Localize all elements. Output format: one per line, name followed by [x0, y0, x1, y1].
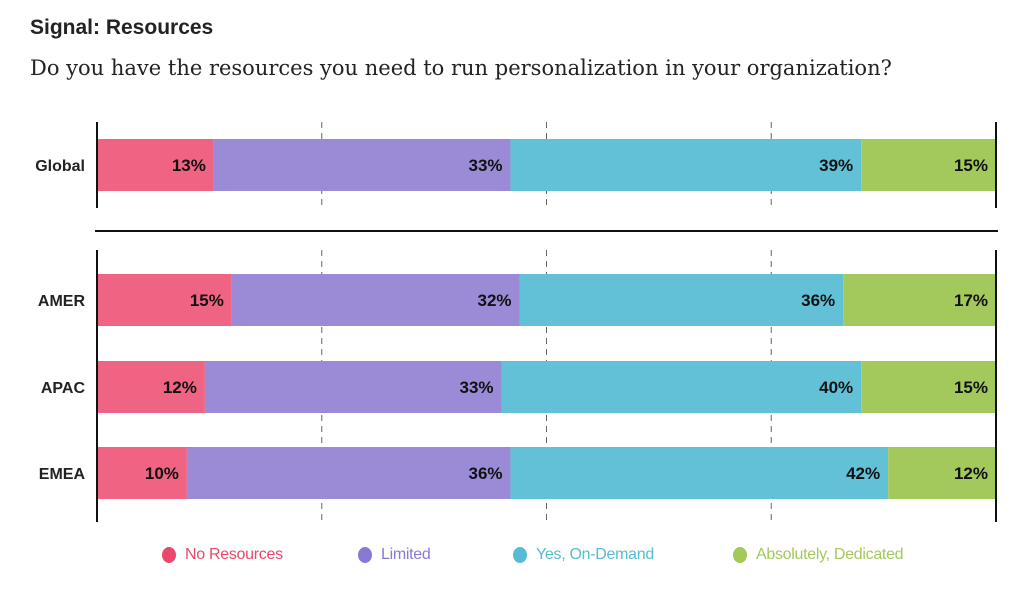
- bar-segment: [861, 361, 996, 413]
- data-label: 42%: [846, 464, 880, 483]
- bar-segment: [97, 447, 187, 499]
- bar-segment: [231, 274, 520, 326]
- data-label: 12%: [163, 378, 197, 397]
- legend-dot-icon: [733, 547, 747, 563]
- bar-segment: [186, 447, 511, 499]
- bar-segment: [861, 139, 996, 191]
- bar-segment: [213, 139, 511, 191]
- legend-label: Absolutely, Dedicated: [756, 546, 904, 563]
- bar-segment: [97, 274, 232, 326]
- data-label: 32%: [477, 291, 511, 310]
- legend-dot-icon: [358, 547, 372, 563]
- data-label: 39%: [819, 156, 853, 175]
- chart-title: Signal: Resources: [30, 16, 214, 39]
- bar-segment: [501, 361, 862, 413]
- data-label: 12%: [954, 464, 988, 483]
- data-label: 15%: [190, 291, 224, 310]
- bar-segment: [97, 139, 214, 191]
- bar-segment: [204, 361, 502, 413]
- data-label: 33%: [469, 156, 503, 175]
- data-label: 40%: [819, 378, 853, 397]
- data-label: 17%: [954, 291, 988, 310]
- legend-item: Limited: [358, 546, 431, 564]
- data-label: 36%: [801, 291, 835, 310]
- data-label: 36%: [469, 464, 503, 483]
- data-label: 15%: [954, 378, 988, 397]
- category-label: Global: [35, 158, 85, 175]
- category-label: EMEA: [39, 466, 86, 483]
- category-label: AMER: [38, 293, 86, 310]
- legend-label: Limited: [381, 546, 431, 563]
- bar-segment: [97, 361, 205, 413]
- legend-dot-icon: [513, 547, 527, 563]
- legend-item: No Resources: [162, 546, 283, 564]
- bar-segment: [888, 447, 996, 499]
- bar-segment: [843, 274, 996, 326]
- data-label: 10%: [145, 464, 179, 483]
- category-label: APAC: [41, 380, 86, 397]
- bar-segment: [510, 139, 862, 191]
- bar-segment: [519, 274, 844, 326]
- data-label: 13%: [172, 156, 206, 175]
- legend-label: No Resources: [185, 546, 283, 563]
- chart-subtitle: Do you have the resources you need to ru…: [30, 56, 892, 80]
- legend-item: Absolutely, Dedicated: [733, 546, 904, 564]
- data-label: 33%: [460, 378, 494, 397]
- legend-dot-icon: [162, 547, 176, 563]
- legend-label: Yes, On-Demand: [536, 546, 654, 563]
- bar-segment: [510, 447, 889, 499]
- legend-item: Yes, On-Demand: [513, 546, 654, 564]
- data-label: 15%: [954, 156, 988, 175]
